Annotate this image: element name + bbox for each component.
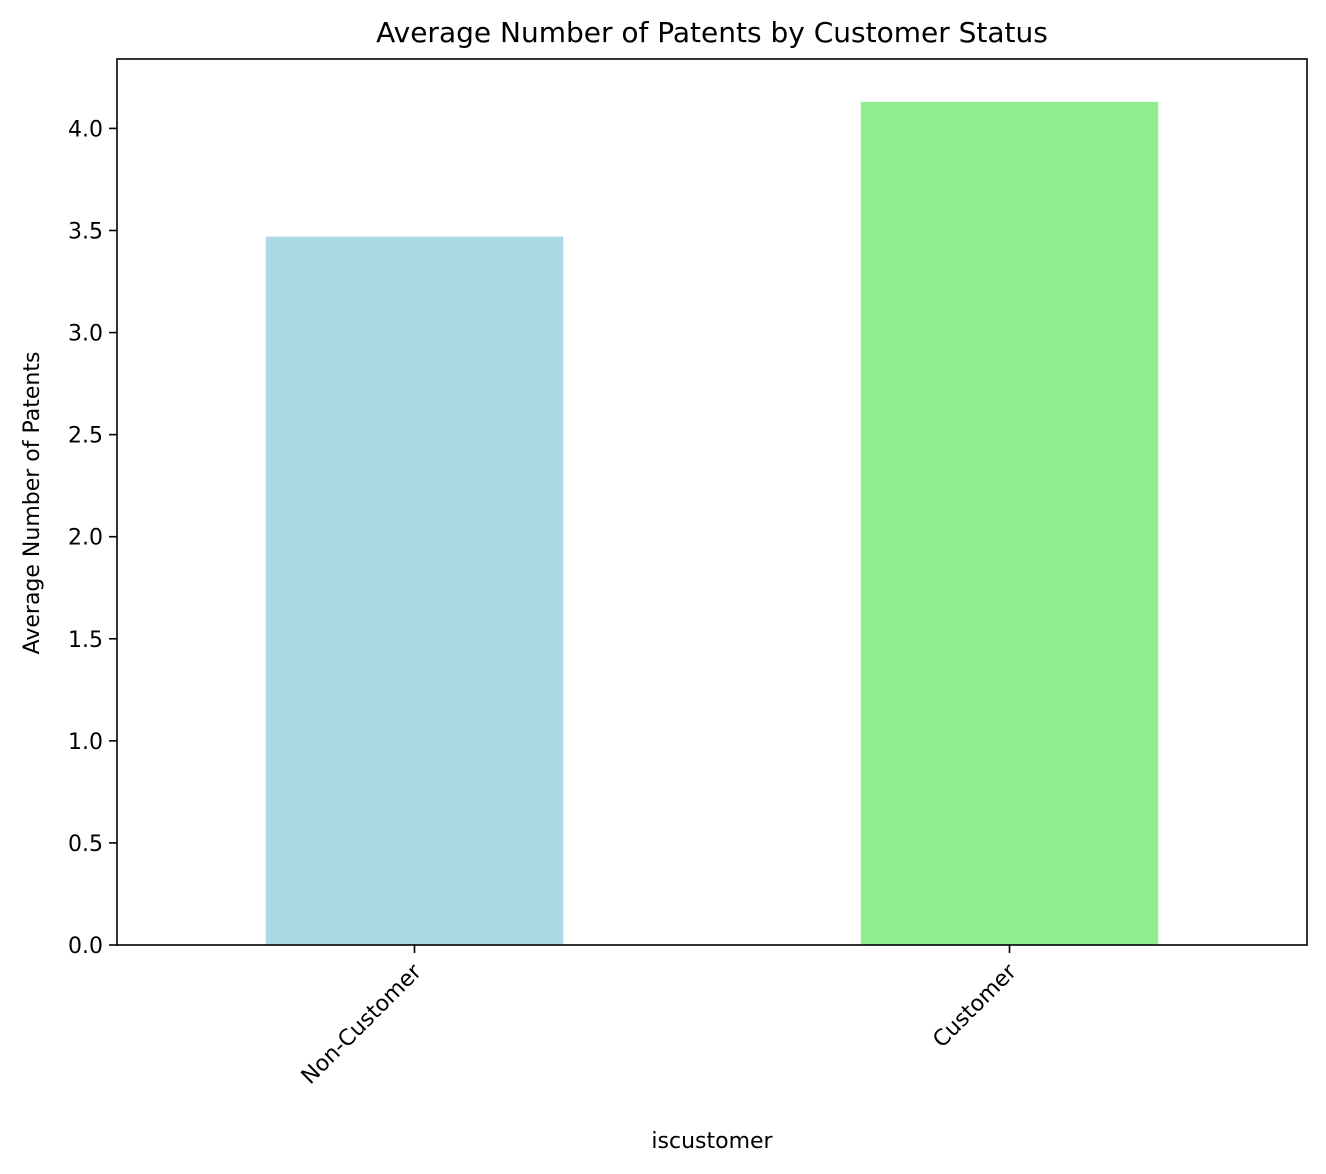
x-axis: Non-Customer Customer — [297, 945, 1022, 1090]
y-tick-label: 3.5 — [68, 219, 103, 244]
y-tick-label: 0.5 — [68, 832, 103, 857]
y-tick-label: 1.5 — [68, 628, 103, 653]
y-tick-label: 2.0 — [68, 526, 103, 551]
chart-title: Average Number of Patents by Customer St… — [376, 16, 1048, 49]
y-axis: 0.0 0.5 1.0 1.5 2.0 2.5 3.0 3.5 4.0 — [68, 117, 117, 959]
y-tick-label: 1.0 — [68, 730, 103, 755]
y-tick-label: 4.0 — [68, 117, 103, 142]
y-axis-label: Average Number of Patents — [20, 352, 45, 655]
x-axis-label: iscustomer — [651, 1129, 773, 1154]
y-tick-label: 3.0 — [68, 322, 103, 347]
bar-customer — [860, 101, 1159, 945]
bars-group — [265, 101, 1159, 946]
y-tick-label: 2.5 — [68, 424, 103, 449]
x-tick-label: Non-Customer — [297, 959, 428, 1090]
y-tick-label: 0.0 — [68, 934, 103, 959]
x-tick-label: Customer — [928, 959, 1022, 1053]
plot-frame — [116, 58, 1308, 946]
bar-non-customer — [265, 236, 564, 946]
